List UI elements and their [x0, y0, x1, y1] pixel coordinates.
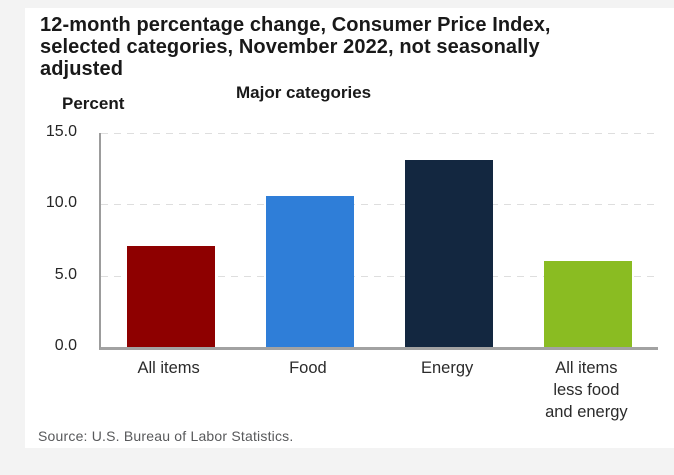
- y-axis-tick-labels: 0.0 5.0 10.0 15.0: [25, 8, 77, 448]
- gridline-15.0: [101, 133, 658, 134]
- bar-all-items-less-food-and-energy: [544, 261, 633, 347]
- y-axis-title: Percent: [62, 94, 125, 113]
- ytick-10.0: 10.0: [45, 194, 77, 212]
- bar-all-items: [126, 245, 215, 347]
- x-axis-category-labels: All items Food Energy All items less food a…: [99, 357, 656, 423]
- chart-card: 12-month percentage change, Consumer Pri…: [25, 8, 674, 448]
- chart-title: 12-month percentage change, Consumer Pri…: [40, 14, 551, 80]
- gridline-10.0: [101, 204, 658, 206]
- source-note: Source: U.S. Bureau of Labor Statistics.: [38, 428, 294, 444]
- category-label-all-items-less-food-and-energy: All items less food and energy: [545, 359, 628, 421]
- x-axis-title: Major categories: [236, 83, 372, 102]
- ytick-0.0: 0.0: [54, 337, 77, 354]
- category-label-all-items: All items: [137, 359, 200, 377]
- ytick-5.0: 5.0: [54, 265, 77, 283]
- plot-area: [99, 133, 658, 350]
- ytick-15.0: 15.0: [45, 123, 77, 140]
- category-label-food: Food: [289, 359, 327, 377]
- bar-energy: [405, 160, 494, 347]
- gridline-5.0: [101, 275, 658, 277]
- category-label-energy: Energy: [420, 359, 474, 377]
- bar-food: [265, 195, 354, 347]
